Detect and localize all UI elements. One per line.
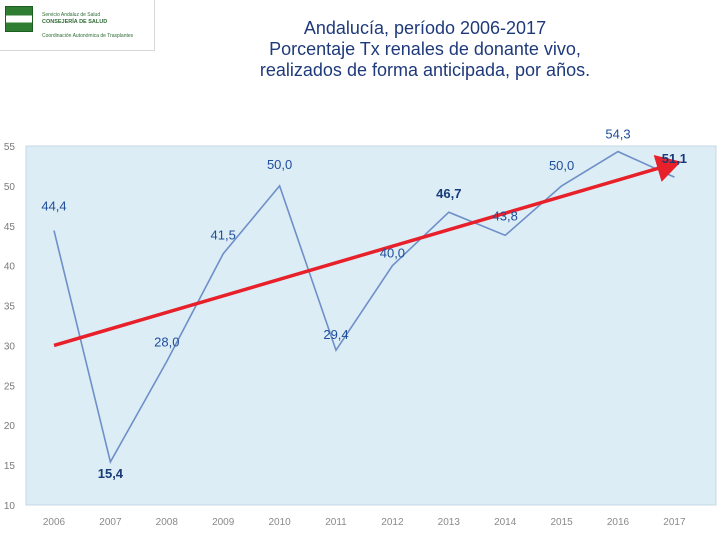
title-line-3: realizados de forma anticipada, por años… (259, 60, 591, 80)
y-tick-label: 55 (4, 142, 16, 153)
y-tick-label: 10 (4, 501, 16, 512)
y-tick-label: 25 (4, 381, 16, 392)
data-label: 28,0 (154, 334, 179, 349)
logo-line-1: Servicio Andaluz de Salud (42, 12, 101, 18)
y-tick-label: 35 (4, 302, 16, 313)
series-line (53, 150, 675, 465)
x-tick-label: 2013 (438, 517, 461, 528)
plot-area (25, 145, 717, 506)
data-labels: 44,4 15,4 28,0 41,5 50,0 29,4 40,0 46,7 43,8 50,0… (41, 127, 687, 481)
x-tick-label: 2011 (325, 517, 347, 528)
data-label: 50,0 (549, 158, 574, 173)
logo-line-3: Coordinación Autonómica de Trasplantes (42, 33, 134, 39)
data-label: 29,4 (323, 327, 348, 342)
y-axis: 10 15 20 25 30 35 40 45 50 55 (4, 142, 16, 512)
title-line-2: Porcentaje Tx renales de donante vivo, (269, 39, 581, 59)
x-tick-label: 2014 (494, 517, 517, 528)
data-label: 41,5 (211, 228, 236, 243)
x-tick-label: 2015 (550, 517, 573, 528)
y-tick-label: 15 (4, 461, 16, 472)
data-label: 40,0 (380, 246, 405, 261)
data-label: 50,0 (267, 157, 292, 172)
junta-emblem-icon (5, 6, 33, 32)
x-tick-label: 2017 (663, 517, 686, 528)
x-tick-label: 2006 (43, 517, 66, 528)
data-label: 44,4 (41, 199, 66, 214)
x-tick-label: 2010 (268, 517, 291, 528)
trend-line (53, 155, 682, 348)
y-tick-label: 20 (4, 421, 16, 432)
logo-line-2: CONSEJERÍA DE SALUD (42, 19, 108, 25)
x-tick-label: 2016 (607, 517, 630, 528)
x-tick-label: 2009 (212, 517, 235, 528)
title-line-1: Andalucía, período 2006-2017 (303, 18, 547, 38)
data-label: 54,3 (605, 127, 630, 142)
data-label: 15,4 (98, 466, 124, 481)
x-tick-label: 2008 (156, 517, 179, 528)
chart-title: Andalucía, período 2006-2017 Porcentaje … (200, 18, 650, 81)
data-label: 46,7 (436, 186, 461, 201)
data-label: 43,8 (493, 208, 518, 223)
data-label: 51,1 (662, 151, 687, 166)
y-tick-label: 45 (4, 222, 16, 233)
y-tick-label: 50 (4, 182, 16, 193)
logo: Servicio Andaluz de Salud CONSEJERÍA DE … (0, 0, 155, 51)
x-axis: 2006 2007 2008 2009 2010 2011 2012 2013 2014 2015… (43, 517, 686, 528)
x-tick-label: 2012 (381, 517, 404, 528)
y-tick-label: 40 (4, 262, 16, 273)
y-tick-label: 30 (4, 341, 16, 352)
x-tick-label: 2007 (99, 517, 122, 528)
